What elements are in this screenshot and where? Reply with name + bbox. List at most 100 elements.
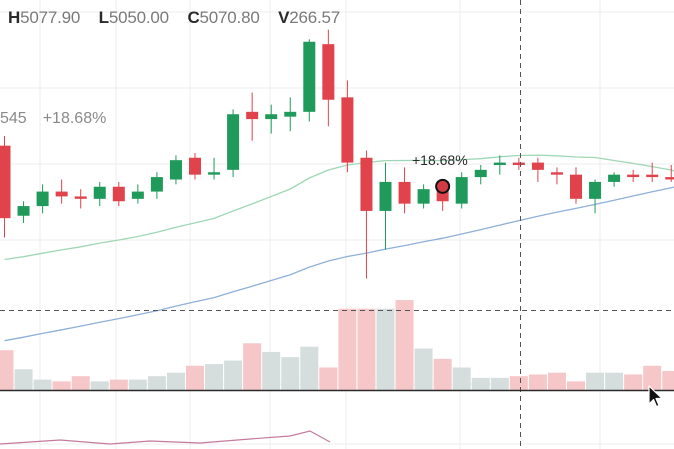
candle (227, 109, 240, 178)
volume-bar (71, 376, 90, 390)
candle (131, 184, 144, 204)
candle-body (665, 177, 674, 180)
volume-bar (605, 372, 624, 390)
candle (246, 92, 259, 141)
candle-body (36, 191, 49, 207)
candle (189, 152, 201, 180)
close-label: C (187, 8, 200, 27)
volume-bar (567, 381, 585, 390)
candle (379, 162, 392, 250)
candle-body (646, 174, 659, 178)
candle-body (17, 206, 30, 216)
volume-bar (243, 343, 262, 390)
volume-bar (281, 357, 300, 390)
circle-marker-icon (435, 178, 451, 194)
candle-body (112, 186, 125, 202)
volume-bar (90, 381, 109, 390)
candle-body (474, 169, 487, 178)
candle-body (322, 44, 335, 100)
indicator-line (0, 430, 331, 445)
volume-bar (471, 377, 490, 390)
candle-body (189, 157, 201, 175)
candle-body (531, 162, 544, 170)
candle-body (227, 114, 240, 170)
candles (0, 29, 674, 279)
candle (398, 167, 411, 214)
candle (417, 184, 430, 209)
candle (570, 167, 582, 204)
candle-body (93, 186, 106, 199)
volume-bar (186, 365, 204, 390)
candle (208, 157, 221, 180)
volume-bar (338, 308, 357, 390)
candle (150, 172, 163, 199)
candle (0, 136, 11, 238)
candle-body (169, 160, 182, 180)
candle-body (341, 97, 354, 163)
candle (265, 104, 278, 134)
volume-bar (262, 351, 281, 390)
volume-bar (433, 358, 452, 390)
volume-bar (33, 379, 52, 390)
volume-bar (643, 365, 662, 390)
volume-bar (224, 360, 243, 390)
candle (322, 29, 335, 127)
volume-bar (528, 374, 547, 390)
candle (512, 157, 525, 170)
candle-body (55, 191, 68, 197)
candle-body (303, 41, 316, 112)
volume-bars (0, 300, 674, 390)
candle-body (570, 174, 582, 199)
ma-value: 545 (0, 110, 27, 127)
volume-bar (509, 376, 528, 390)
candle (74, 189, 87, 209)
candle-body (74, 196, 87, 199)
volume-bar (0, 350, 14, 390)
candle-body (150, 177, 163, 192)
candle (112, 181, 125, 207)
candle (608, 172, 621, 187)
candle (493, 155, 506, 175)
volume-bar (586, 372, 605, 390)
ohlc-readout: H5077.90 L5050.00 C5070.80 V266.57 (8, 8, 354, 28)
candle-body (550, 172, 563, 175)
volume-bar (395, 300, 414, 390)
candle (303, 39, 316, 122)
candle (93, 181, 106, 207)
mouse-pointer-icon (648, 385, 664, 414)
candle (627, 169, 640, 182)
candle (36, 184, 49, 214)
candle (589, 179, 602, 214)
candle-body (0, 145, 11, 219)
volume-bar (452, 367, 471, 390)
close-value: 5070.80 (199, 8, 260, 27)
volume-bar (490, 377, 509, 390)
volume-bar (166, 372, 185, 390)
volume-bar (14, 369, 33, 390)
candle (55, 179, 68, 204)
volume-bar (52, 381, 71, 390)
volume-value: 266.57 (289, 8, 341, 27)
volume-bar (662, 370, 674, 390)
candle-body (455, 177, 468, 204)
volume-bar (205, 364, 224, 390)
change-annotation: +18.68% (412, 152, 468, 168)
candle (474, 165, 487, 185)
candle-body (589, 181, 602, 199)
candle-body (131, 191, 144, 199)
candle (550, 167, 563, 185)
volume-bar (414, 348, 433, 390)
candle-body (246, 111, 259, 120)
volume-label: V (278, 8, 290, 27)
volume-bar (357, 308, 376, 390)
candle-body (417, 189, 430, 204)
candle-body (265, 114, 278, 120)
volume-bar (300, 346, 319, 390)
candle-body (493, 162, 506, 165)
ma-change: +18.68% (42, 110, 107, 127)
volume-bar (128, 379, 147, 390)
volume-bar (376, 308, 395, 390)
